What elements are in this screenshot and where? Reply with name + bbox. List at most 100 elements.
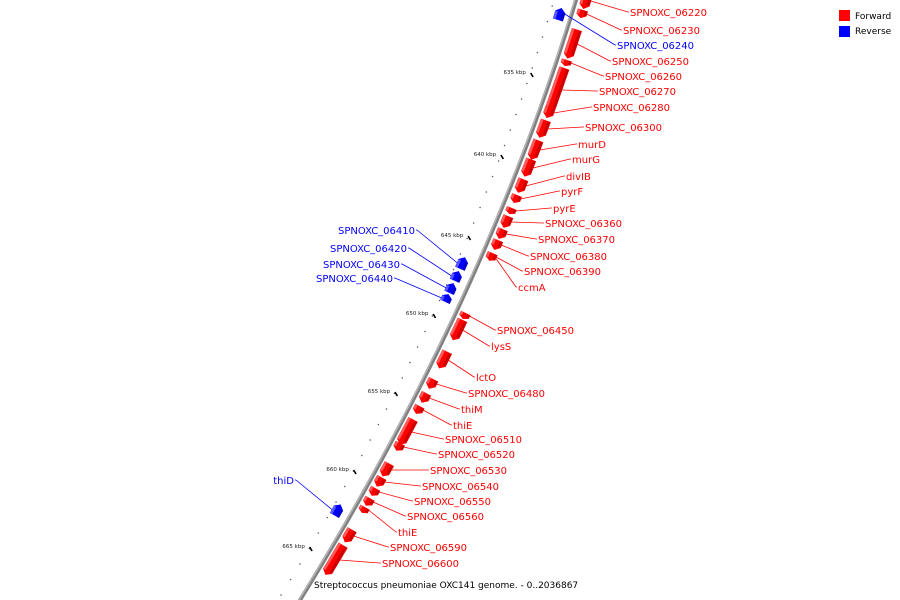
label-leader bbox=[553, 106, 592, 114]
label-leader bbox=[570, 62, 604, 77]
legend-forward-swatch bbox=[839, 10, 850, 21]
scale-ticks: 635 kbp 640 kbp 645 kbp 650 kbp 655 kbp 660 k… bbox=[282, 70, 534, 552]
gene-label: lysS bbox=[491, 342, 511, 353]
label-leader bbox=[295, 479, 333, 511]
gene-label: SPNOXC_06270 bbox=[599, 87, 676, 98]
scale-tick: 650 kbp bbox=[406, 311, 437, 319]
label-leader bbox=[561, 89, 598, 92]
scale-tick: 635 kbp bbox=[503, 70, 534, 78]
label-leader bbox=[586, 13, 622, 31]
gene-label: pyrF bbox=[561, 187, 583, 198]
scale-tick: 640 kbp bbox=[474, 152, 505, 160]
gene-feature bbox=[342, 527, 357, 543]
gene-feature bbox=[560, 58, 572, 67]
label-leader bbox=[339, 559, 381, 564]
gene-feature bbox=[374, 474, 387, 487]
label-leader bbox=[539, 143, 577, 151]
gene-feature bbox=[576, 8, 589, 19]
label-leader bbox=[462, 329, 490, 347]
gene-label: murG bbox=[572, 155, 600, 166]
gene-feature bbox=[490, 238, 504, 250]
genome-caption: Streptococcus pneumoniae OXC141 genome. … bbox=[314, 581, 578, 591]
gene-label: SPNOXC_06280 bbox=[593, 103, 670, 114]
scale-tick: 665 kbp bbox=[282, 544, 313, 552]
label-leader bbox=[525, 175, 565, 187]
scale-tick-label: 640 kbp bbox=[474, 152, 497, 158]
scale-tick-label: 660 kbp bbox=[326, 467, 349, 473]
scale-tick-label: 665 kbp bbox=[282, 544, 305, 550]
label-leader bbox=[501, 244, 529, 257]
gene-feature bbox=[323, 542, 348, 575]
gene-feature bbox=[536, 118, 551, 138]
gene-label: divIB bbox=[566, 172, 591, 183]
label-leader bbox=[416, 229, 458, 264]
legend: Forward Reverse bbox=[839, 10, 892, 37]
gene-feature bbox=[436, 349, 453, 369]
gene-label: SPNOXC_06430 bbox=[323, 260, 400, 271]
gene-label: SPNOXC_06590 bbox=[390, 543, 467, 554]
genome-backbone bbox=[297, 0, 579, 600]
gene-label: lctO bbox=[476, 373, 496, 384]
gene-label: SPNOXC_06520 bbox=[438, 450, 515, 461]
gene-feature bbox=[543, 106, 556, 119]
gene-label: thiE bbox=[453, 421, 472, 432]
label-leader bbox=[429, 397, 460, 410]
gene-label: SPNOXC_06300 bbox=[585, 123, 662, 134]
label-leader bbox=[547, 126, 584, 130]
scale-tick-label: 655 kbp bbox=[368, 389, 391, 395]
gene-label: SPNOXC_06260 bbox=[605, 72, 682, 83]
gene-feature bbox=[412, 403, 425, 414]
gene-label: SPNOXC_06510 bbox=[445, 435, 522, 446]
label-leader bbox=[447, 359, 475, 378]
gene-features bbox=[323, 0, 594, 575]
gene-label: SPNOXC_06440 bbox=[316, 274, 393, 285]
label-leader-lines bbox=[295, 0, 629, 564]
legend-forward-label: Forward bbox=[855, 12, 891, 22]
scale-tick: 660 kbp bbox=[326, 467, 357, 475]
gene-feature bbox=[393, 440, 406, 451]
gene-feature bbox=[563, 27, 582, 59]
gene-feature bbox=[329, 504, 344, 519]
gene-label: SPNOXC_06540 bbox=[422, 482, 499, 493]
gene-label: SPNOXC_06220 bbox=[630, 8, 707, 19]
gene-label: pyrE bbox=[553, 204, 576, 215]
gene-label: SPNOXC_06390 bbox=[524, 267, 601, 278]
gene-label: thiE bbox=[398, 528, 417, 539]
label-leader bbox=[515, 207, 552, 212]
gene-feature bbox=[449, 271, 462, 283]
gene-feature bbox=[358, 504, 370, 514]
gene-label: thiD bbox=[273, 476, 294, 487]
label-leader bbox=[495, 257, 517, 288]
gene-label: SPNOXC_06550 bbox=[414, 497, 491, 508]
gene-label: SPNOXC_06600 bbox=[382, 559, 459, 570]
gene-label: SPNOXC_06560 bbox=[407, 512, 484, 523]
label-leader bbox=[505, 233, 537, 240]
scale-tick-label: 645 kbp bbox=[441, 233, 464, 239]
scale-tick-label: 635 kbp bbox=[503, 70, 526, 76]
gene-feature bbox=[418, 390, 432, 403]
gene-label: thiM bbox=[461, 405, 483, 416]
label-leader bbox=[532, 158, 571, 169]
gene-feature bbox=[397, 416, 418, 445]
gene-feature bbox=[363, 495, 375, 506]
gene-feature bbox=[514, 177, 529, 193]
gene-feature bbox=[440, 294, 452, 305]
gene-label: SPNOXC_06420 bbox=[330, 244, 407, 255]
gene-feature bbox=[368, 485, 381, 496]
gene-feature bbox=[500, 214, 514, 228]
gene-feature bbox=[459, 310, 471, 319]
label-leader bbox=[368, 509, 397, 533]
gene-feature bbox=[495, 227, 508, 239]
gene-feature bbox=[444, 283, 457, 295]
gene-feature bbox=[455, 257, 469, 271]
gene-feature bbox=[521, 157, 537, 177]
label-leader bbox=[394, 277, 442, 299]
gene-feature bbox=[379, 461, 395, 477]
gene-feature bbox=[505, 205, 517, 215]
gene-labels: SPNOXC_06220 SPNOXC_06230 SPNOXC_06240 SPNO… bbox=[273, 8, 707, 570]
label-leader bbox=[577, 43, 611, 62]
gene-feature bbox=[552, 7, 566, 22]
label-leader bbox=[403, 446, 437, 455]
gene-label: SPNOXC_06530 bbox=[430, 466, 507, 477]
